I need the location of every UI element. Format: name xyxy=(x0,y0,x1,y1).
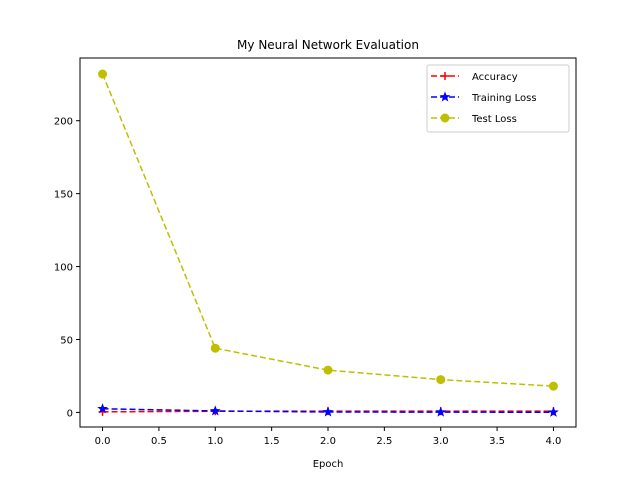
y-tick-label: 150 xyxy=(54,190,73,201)
x-tick-label: 0.0 xyxy=(95,436,111,447)
data-point-test-loss xyxy=(323,365,333,375)
data-point-training-loss xyxy=(209,405,221,416)
data-point-training-loss xyxy=(322,406,334,417)
chart-title: My Neural Network Evaluation xyxy=(237,38,419,52)
data-point-test-loss xyxy=(210,343,220,353)
data-point-test-loss xyxy=(98,69,108,79)
y-tick-label: 100 xyxy=(54,263,73,274)
data-point-test-loss xyxy=(548,381,558,391)
data-point-training-loss xyxy=(97,403,108,414)
x-tick-label: 3.0 xyxy=(433,436,449,447)
y-tick-label: 50 xyxy=(60,335,73,346)
x-axis-label: Epoch xyxy=(313,459,344,470)
legend-label-training-loss: Training Loss xyxy=(471,93,537,104)
y-tick-label: 0 xyxy=(67,408,73,419)
x-tick-label: 4.0 xyxy=(546,436,562,447)
x-tick-label: 2.5 xyxy=(376,436,392,447)
axis-ticks: 0.0 0.5 1.0 1.5 2.0 2.5 3.0 3.5 4.0 0 50 100 150 200 xyxy=(54,117,562,447)
x-tick-label: 1.0 xyxy=(207,436,223,447)
legend: Accuracy Training Loss Test Loss xyxy=(426,64,570,133)
plot-area xyxy=(97,69,559,417)
x-tick-label: 3.5 xyxy=(489,436,505,447)
y-tick-label: 200 xyxy=(54,117,73,128)
x-tick-label: 1.5 xyxy=(264,436,280,447)
legend-marker-accuracy xyxy=(441,72,449,80)
data-point-training-loss xyxy=(435,406,447,417)
legend-marker-training-loss xyxy=(439,91,451,102)
legend-label-accuracy: Accuracy xyxy=(472,72,518,83)
data-point-test-loss xyxy=(436,375,446,385)
legend-box xyxy=(426,64,570,133)
legend-marker-test-loss xyxy=(440,113,450,123)
data-point-training-loss xyxy=(548,406,559,417)
x-tick-label: 0.5 xyxy=(151,436,167,447)
series-line-test-loss xyxy=(101,73,554,387)
legend-label-test-loss: Test Loss xyxy=(471,114,517,125)
x-tick-label: 2.0 xyxy=(320,436,336,447)
